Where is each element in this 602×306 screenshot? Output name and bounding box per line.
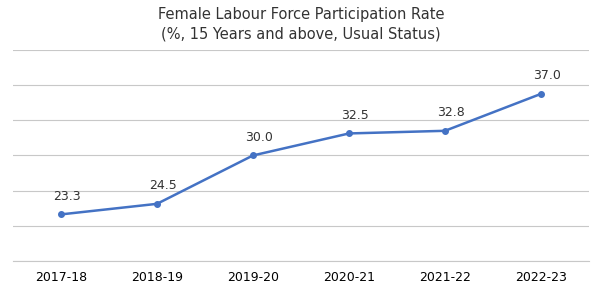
Text: 32.5: 32.5 <box>341 109 369 122</box>
Text: 30.0: 30.0 <box>245 131 273 144</box>
Text: 32.8: 32.8 <box>437 106 465 119</box>
Title: Female Labour Force Participation Rate
(%, 15 Years and above, Usual Status): Female Labour Force Participation Rate (… <box>158 7 444 42</box>
Text: 37.0: 37.0 <box>533 69 561 82</box>
Text: 23.3: 23.3 <box>54 190 81 203</box>
Text: 24.5: 24.5 <box>149 179 177 192</box>
